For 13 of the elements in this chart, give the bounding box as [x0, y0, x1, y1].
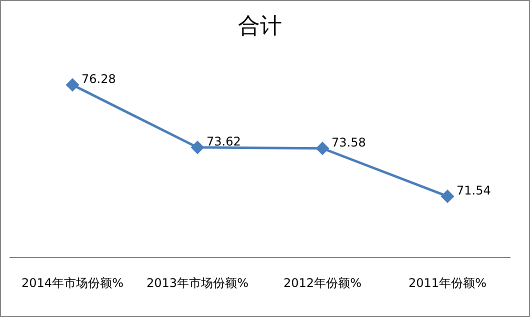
point	[191, 141, 204, 154]
point	[441, 190, 454, 203]
data-label: 71.54	[456, 183, 491, 198]
data-label: 76.28	[82, 72, 116, 86]
x-tick-label: 2014年市场份额%	[22, 276, 124, 290]
data-label: 73.58	[332, 136, 366, 150]
point	[66, 78, 79, 92]
point	[316, 142, 329, 155]
data-label: 73.62	[206, 134, 241, 149]
x-tick-label: 2013年市场份额%	[146, 276, 248, 290]
chart-title: 合计	[238, 14, 282, 39]
x-tick-label: 2012年份额%	[284, 276, 362, 290]
x-tick-label: 2011年份额%	[408, 276, 486, 290]
